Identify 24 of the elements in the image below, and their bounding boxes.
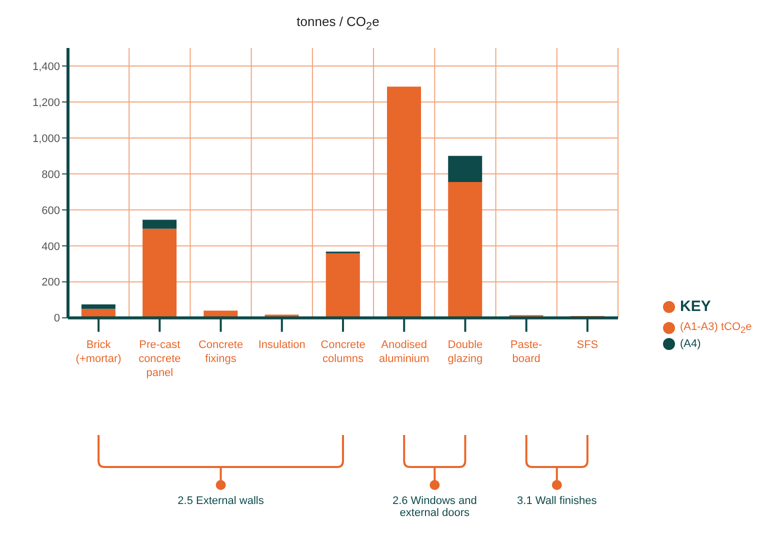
y-tick-label: 800 xyxy=(42,168,60,181)
y-tick-label: 1,200 xyxy=(32,96,60,109)
x-tick-label: SFS xyxy=(576,338,598,351)
text: 2.5 External walls xyxy=(178,495,264,507)
text: 3.1 Wall finishes xyxy=(517,495,597,507)
x-tick-label: Pre-cast concrete panel xyxy=(138,338,181,379)
y-tick-label: 400 xyxy=(42,240,60,253)
y-tick-label: 600 xyxy=(42,204,60,217)
legend-label: (A1-A3) tCO$_{2}$e xyxy=(680,321,752,336)
x-tick-label: Concrete columns xyxy=(320,338,366,365)
x-tick-label: Insulation xyxy=(258,338,306,351)
chart-title: tonnes / CO$_{2}$e xyxy=(296,14,380,33)
x-tick-label: Anodised aluminium xyxy=(379,338,430,365)
x-tick-label: Concrete fixings xyxy=(198,338,244,365)
y-tick-label: 0 xyxy=(54,312,60,325)
y-tick-label: 1,400 xyxy=(32,60,60,73)
x-tick-label: Brick (+mortar) xyxy=(76,338,122,365)
y-tick-label: 1,000 xyxy=(32,132,60,145)
text: 2.6 Windows and external doors xyxy=(392,495,477,519)
x-tick-label: Paste-board xyxy=(510,338,543,365)
legend-title: KEY xyxy=(680,298,711,315)
legend-label: (A4) xyxy=(680,338,701,350)
x-tick-label: Double glazing xyxy=(448,338,483,365)
y-tick-label: 200 xyxy=(42,276,60,289)
